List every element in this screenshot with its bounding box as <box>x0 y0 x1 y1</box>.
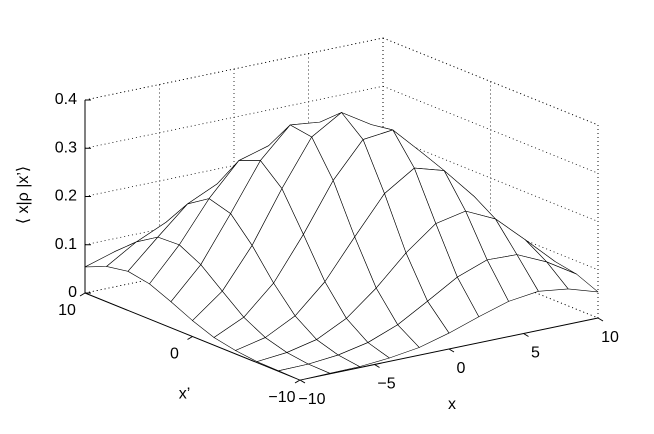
x-tick <box>523 333 529 337</box>
x-tick-label: 5 <box>531 345 540 362</box>
x-tick-label: −10 <box>298 391 325 408</box>
y-tick-label: −10 <box>268 389 295 406</box>
x-axis-label: x <box>448 396 456 413</box>
y-tick <box>294 379 301 384</box>
z-tick-label: 0.3 <box>55 139 77 156</box>
z-tick-label: 0.4 <box>55 91 77 108</box>
y-tick-label: 0 <box>170 346 179 363</box>
x-tick <box>299 379 306 384</box>
y-tick <box>187 336 193 340</box>
x-tick-label: −5 <box>377 376 395 393</box>
x-tick <box>597 317 604 322</box>
x-tick-label: 0 <box>457 360 466 377</box>
y-tick-label: 10 <box>58 302 76 319</box>
z-tick-label: 0 <box>68 284 77 301</box>
x-tick <box>374 364 380 368</box>
y-tick <box>79 292 86 297</box>
x-tick <box>448 348 455 353</box>
z-tick-label: 0.2 <box>55 188 77 205</box>
x-tick-label: 10 <box>601 329 619 346</box>
z-axis-label: ⟨ x|ρ |x’⟩ <box>15 166 32 224</box>
mesh-face <box>278 363 331 381</box>
y-axis-label: x’ <box>179 386 191 403</box>
z-tick-label: 0.1 <box>55 236 77 253</box>
